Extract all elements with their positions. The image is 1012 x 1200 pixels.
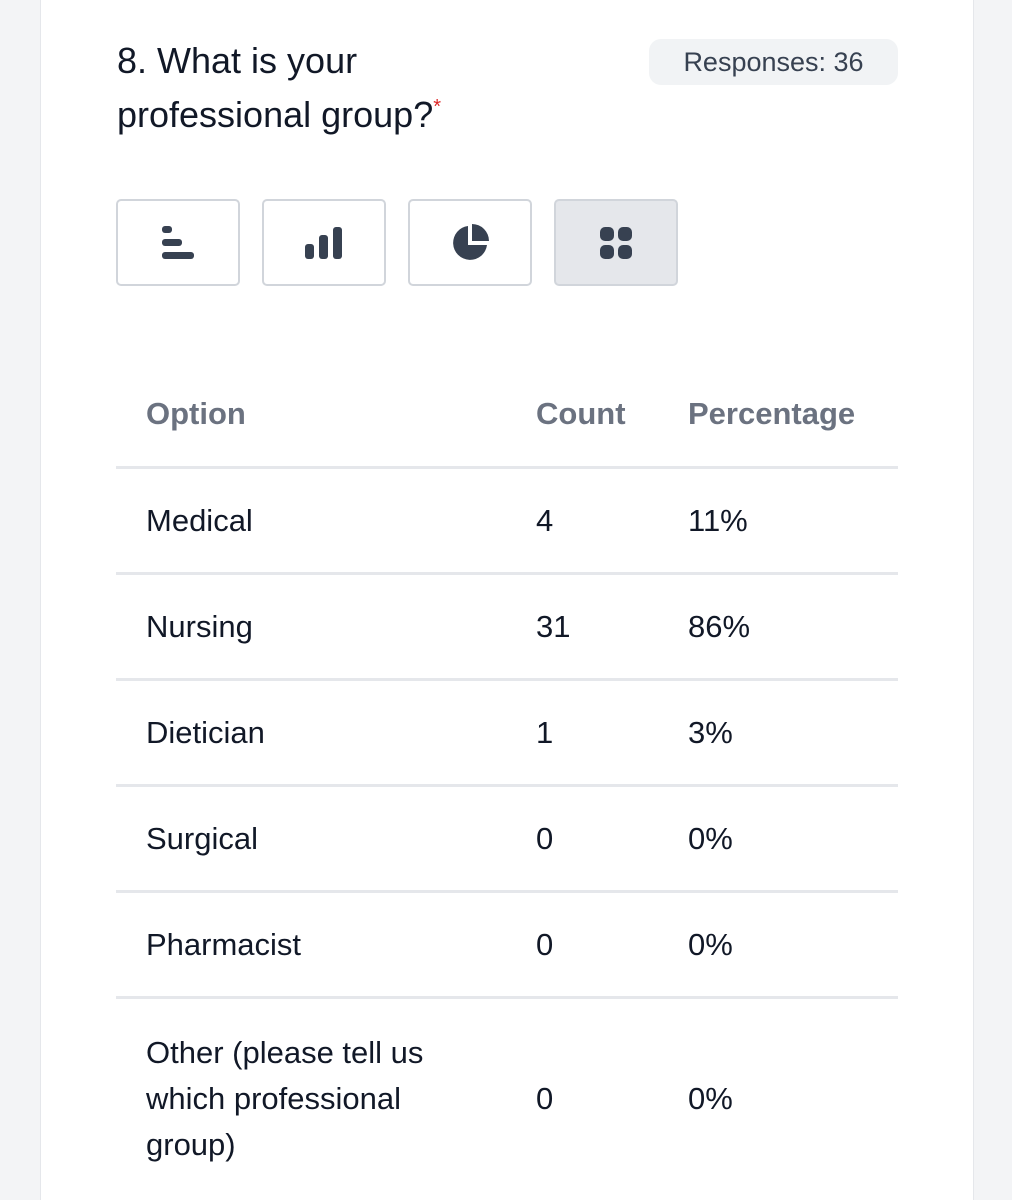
option-cell: Other (please tell us which professional…: [116, 998, 536, 1200]
percentage-cell: 0%: [688, 1081, 733, 1116]
option-cell: Dietician: [116, 679, 536, 787]
pie-chart-icon: [453, 223, 489, 260]
column-header-count: Count: [536, 362, 688, 469]
percentage-cell: 86%: [688, 573, 898, 681]
responses-badge: Responses: 36: [649, 39, 898, 85]
percentage-cell: 0%: [688, 891, 898, 999]
option-cell: Pharmacist: [116, 891, 536, 999]
option-cell: Medical: [116, 467, 536, 575]
table-row: Dietician 1 3%: [116, 679, 898, 787]
count-cell: 1: [536, 679, 688, 787]
pie-view-button[interactable]: [408, 199, 532, 286]
table-row: Surgical 0 0%: [116, 785, 898, 893]
horizontal-bar-chart-icon: [162, 225, 194, 259]
table-header-row: Option Count Percentage: [116, 362, 898, 469]
horizontal-bar-view-button[interactable]: [116, 199, 240, 286]
count-cell: 0: [536, 1081, 554, 1116]
option-text: Other (please tell us which professional…: [146, 1035, 424, 1162]
count-cell: 4: [536, 467, 688, 575]
vertical-bar-chart-icon: [305, 226, 342, 259]
column-header-percentage: Percentage: [688, 362, 898, 469]
option-cell: Nursing: [116, 573, 536, 681]
results-table: Option Count Percentage Medical 4 11% Nu…: [116, 362, 898, 1199]
option-cell: Surgical: [116, 785, 536, 893]
grid-table-icon: [600, 226, 632, 259]
percentage-cell: 0%: [688, 785, 898, 893]
count-cell: 0: [536, 785, 688, 893]
count-cell: 0: [536, 891, 688, 999]
percentage-cell: 11%: [688, 467, 898, 575]
table-view-button[interactable]: [554, 199, 678, 286]
required-marker: *: [433, 96, 442, 118]
percentage-cell: 3%: [688, 679, 898, 787]
vertical-bar-view-button[interactable]: [262, 199, 386, 286]
column-header-option: Option: [116, 362, 536, 469]
count-cell: 31: [536, 573, 688, 681]
question-title: 8. What is your professional group?*: [117, 40, 442, 135]
table-row: Other (please tell us which professional…: [116, 998, 898, 1200]
question-card: 8. What is your professional group?* Res…: [40, 0, 974, 1200]
table-row: Medical 4 11%: [116, 467, 898, 575]
table-row: Pharmacist 0 0%: [116, 891, 898, 999]
table-row: Nursing 31 86%: [116, 573, 898, 681]
